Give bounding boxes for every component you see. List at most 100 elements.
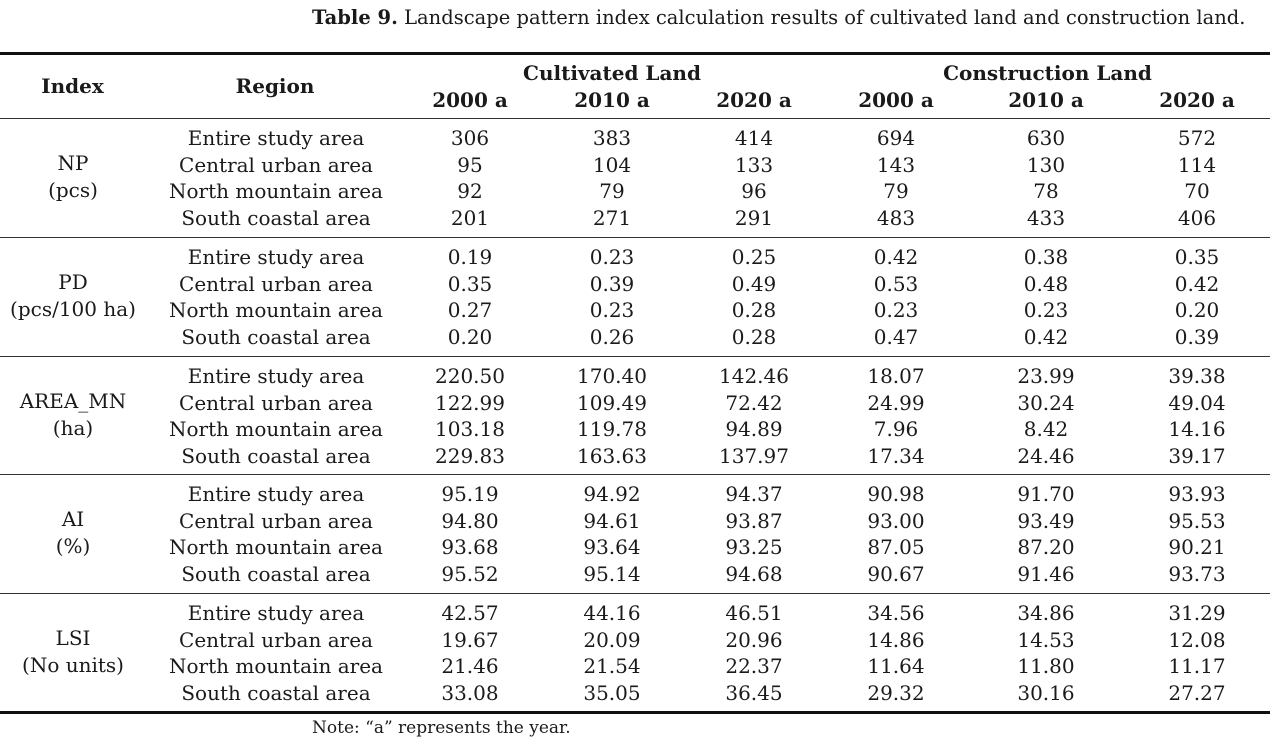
table-caption: Table 9. Landscape pattern index calcula… [312, 6, 1272, 30]
value-cell: 87.20 [1017, 535, 1075, 559]
value-cell: 0.20 [447, 324, 493, 349]
index-unit: (pcs) [48, 177, 98, 202]
index-name: PD [58, 270, 88, 295]
value-cell: 0.26 [589, 324, 635, 349]
value-cell: 39.38 [1168, 364, 1226, 388]
header-index: Index [41, 74, 104, 98]
value-cell: 119.78 [577, 417, 647, 441]
region-label: Central urban area [179, 271, 373, 296]
region-label: Entire study area [187, 126, 365, 150]
header-construction-land: Construction Land [943, 61, 1152, 85]
value-cell: 11.64 [867, 654, 925, 678]
value-cell: 20.96 [725, 627, 783, 652]
value-cell: 90.67 [867, 561, 925, 586]
header-region: Region [235, 74, 315, 98]
value-cell: 42.57 [441, 601, 499, 625]
value-cell: 87.05 [867, 535, 925, 559]
value-cell: 14.53 [1017, 627, 1075, 652]
value-cell: 95.14 [583, 561, 641, 586]
value-cell: 0.49 [731, 271, 777, 296]
header-cultivated-land: Cultivated Land [523, 61, 701, 85]
region-label: Entire study area [187, 601, 365, 625]
value-cell: 0.23 [589, 245, 635, 269]
value-cell: 95 [457, 152, 483, 177]
value-cell: 0.23 [589, 298, 635, 322]
value-cell: 30.24 [1017, 390, 1075, 415]
value-cell: 14.86 [867, 627, 925, 652]
value-cell: 24.46 [1017, 443, 1075, 468]
value-cell: 79 [883, 179, 909, 203]
value-cell: 137.97 [719, 443, 789, 468]
bottom-rule [0, 711, 1270, 714]
value-cell: 93.87 [725, 508, 783, 533]
value-cell: 91.70 [1017, 482, 1075, 506]
index-unit: (pcs/100 ha) [10, 296, 136, 321]
value-cell: 0.42 [873, 245, 919, 269]
header-year: 2010 a [574, 88, 650, 112]
value-cell: 0.39 [1174, 324, 1220, 349]
value-cell: 24.99 [867, 390, 925, 415]
region-label: Central urban area [179, 390, 373, 415]
value-cell: 103.18 [435, 417, 505, 441]
header-year: 2010 a [1008, 88, 1084, 112]
region-label: Entire study area [187, 364, 365, 388]
value-cell: 11.17 [1168, 654, 1226, 678]
value-cell: 0.47 [873, 324, 919, 349]
value-cell: 0.23 [1023, 298, 1069, 322]
value-cell: 142.46 [719, 364, 789, 388]
region-label: Entire study area [187, 482, 365, 506]
value-cell: 93.73 [1168, 561, 1226, 586]
value-cell: 8.42 [1023, 417, 1069, 441]
value-cell: 0.28 [731, 324, 777, 349]
value-cell: 49.04 [1168, 390, 1226, 415]
value-cell: 306 [450, 126, 490, 150]
region-label: South coastal area [181, 324, 371, 349]
value-cell: 17.34 [867, 443, 925, 468]
value-cell: 220.50 [435, 364, 505, 388]
region-label: North mountain area [169, 179, 383, 203]
group-separator-rule [0, 237, 1270, 238]
value-cell: 94.37 [725, 482, 783, 506]
value-cell: 109.49 [577, 390, 647, 415]
value-cell: 0.28 [731, 298, 777, 322]
value-cell: 72.42 [725, 390, 783, 415]
value-cell: 143 [876, 152, 916, 177]
value-cell: 21.54 [583, 654, 641, 678]
region-label: North mountain area [169, 298, 383, 322]
value-cell: 0.19 [447, 245, 493, 269]
value-cell: 94.89 [725, 417, 783, 441]
value-cell: 93.68 [441, 535, 499, 559]
value-cell: 46.51 [725, 601, 783, 625]
value-cell: 20.09 [583, 627, 641, 652]
value-cell: 93.25 [725, 535, 783, 559]
value-cell: 0.23 [873, 298, 919, 322]
value-cell: 163.63 [577, 443, 647, 468]
value-cell: 92 [457, 179, 483, 203]
region-label: Central urban area [179, 627, 373, 652]
value-cell: 35.05 [583, 680, 641, 705]
index-name: AI [61, 507, 85, 532]
region-label: Central urban area [179, 508, 373, 533]
value-cell: 130 [1026, 152, 1066, 177]
value-cell: 93.00 [867, 508, 925, 533]
value-cell: 27.27 [1168, 680, 1226, 705]
value-cell: 94.68 [725, 561, 783, 586]
value-cell: 11.80 [1017, 654, 1075, 678]
value-cell: 95.53 [1168, 508, 1226, 533]
value-cell: 291 [734, 205, 774, 230]
value-cell: 31.29 [1168, 601, 1226, 625]
value-cell: 22.37 [725, 654, 783, 678]
value-cell: 34.86 [1017, 601, 1075, 625]
value-cell: 12.08 [1168, 627, 1226, 652]
region-label: North mountain area [169, 417, 383, 441]
value-cell: 21.46 [441, 654, 499, 678]
value-cell: 170.40 [577, 364, 647, 388]
index-unit: (No units) [22, 652, 124, 677]
header-year: 2000 a [432, 88, 508, 112]
value-cell: 93.93 [1168, 482, 1226, 506]
value-cell: 18.07 [867, 364, 925, 388]
index-unit: (ha) [52, 415, 94, 440]
value-cell: 79 [599, 179, 625, 203]
value-cell: 572 [1177, 126, 1217, 150]
value-cell: 0.48 [1023, 271, 1069, 296]
